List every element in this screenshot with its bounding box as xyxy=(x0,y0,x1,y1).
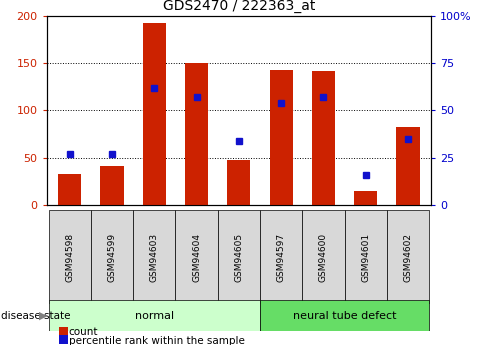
Bar xyxy=(396,127,419,205)
Text: GSM94597: GSM94597 xyxy=(277,233,286,282)
Bar xyxy=(49,300,260,331)
Bar xyxy=(218,210,260,304)
Text: GSM94601: GSM94601 xyxy=(361,233,370,282)
Title: GDS2470 / 222363_at: GDS2470 / 222363_at xyxy=(163,0,315,13)
Text: count: count xyxy=(69,327,98,337)
Text: percentile rank within the sample: percentile rank within the sample xyxy=(69,336,245,345)
Bar xyxy=(185,63,208,205)
Bar xyxy=(175,210,218,304)
Text: GSM94605: GSM94605 xyxy=(234,233,244,282)
Text: neural tube defect: neural tube defect xyxy=(293,311,396,321)
Text: GSM94602: GSM94602 xyxy=(403,233,413,282)
Bar xyxy=(260,210,302,304)
Bar xyxy=(49,210,91,304)
Bar xyxy=(133,210,175,304)
Text: GSM94599: GSM94599 xyxy=(108,233,117,282)
Bar xyxy=(387,210,429,304)
Bar xyxy=(354,191,377,205)
Text: normal: normal xyxy=(135,311,174,321)
Text: GSM94604: GSM94604 xyxy=(192,233,201,282)
Bar xyxy=(270,70,293,205)
Text: GSM94600: GSM94600 xyxy=(319,233,328,282)
Text: ▶: ▶ xyxy=(39,311,48,321)
Bar xyxy=(58,174,81,205)
Bar xyxy=(260,300,429,331)
Text: GSM94598: GSM94598 xyxy=(65,233,74,282)
Text: disease state: disease state xyxy=(1,311,71,321)
Bar xyxy=(143,23,166,205)
Bar xyxy=(227,160,250,205)
Text: GSM94603: GSM94603 xyxy=(150,233,159,282)
Bar xyxy=(59,326,68,335)
Bar xyxy=(312,71,335,205)
Bar xyxy=(100,166,123,205)
Bar xyxy=(59,335,68,344)
Bar xyxy=(302,210,344,304)
Bar xyxy=(344,210,387,304)
Bar xyxy=(91,210,133,304)
